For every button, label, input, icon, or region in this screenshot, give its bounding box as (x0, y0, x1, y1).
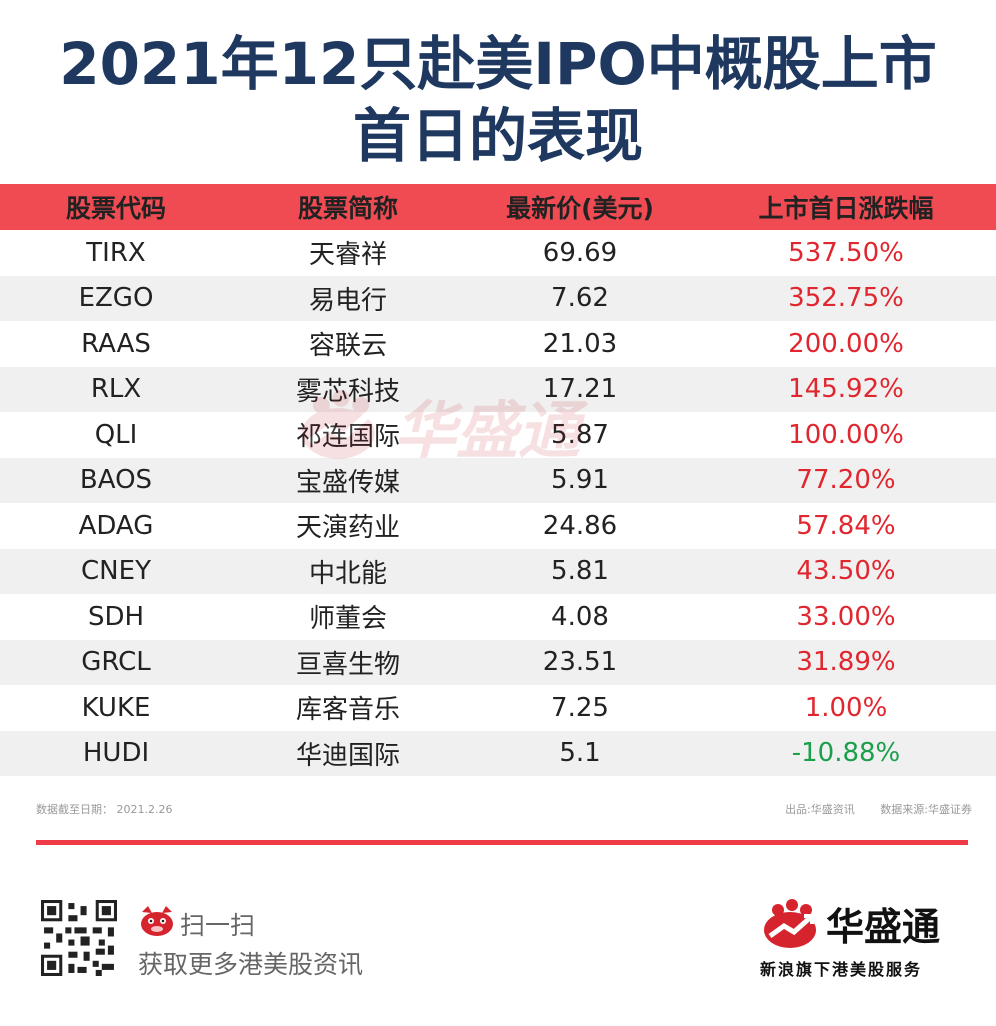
table-row: BAOS 宝盛传媒 5.91 77.20% (0, 457, 996, 503)
producer-note: 出品:华盛资讯 (785, 803, 855, 816)
cell-change: 77.20% (796, 465, 896, 496)
cell-price: 69.69 (542, 237, 618, 268)
cell-change: 1.00% (804, 692, 888, 723)
cell-price: 5.87 (551, 419, 609, 450)
cell-change: -10.88% (791, 738, 901, 769)
page-title: 2021年12只赴美IPO中概股上市 首日的表现 (0, 28, 996, 172)
cell-code: BAOS (79, 465, 153, 496)
cell-change: 31.89% (796, 647, 896, 678)
title-line-1: 2021年12只赴美IPO中概股上市 (59, 30, 937, 98)
cell-change: 145.92% (788, 374, 904, 405)
header-code: 股票代码 (65, 194, 166, 223)
cell-code: CNEY (81, 556, 151, 587)
cell-code: RAAS (81, 328, 151, 359)
cell-change: 57.84% (796, 510, 896, 541)
cell-name: 天睿祥 (308, 240, 387, 271)
cell-price: 5.81 (551, 556, 609, 587)
data-date-note: 数据截至日期： 2021.2.26 (36, 803, 173, 816)
cell-name: 祁连国际 (295, 422, 400, 453)
table-row: SDH 师董会 4.08 33.00% (0, 594, 996, 640)
table-row: QLI 祁连国际 5.87 100.00% (0, 412, 996, 458)
cell-price: 21.03 (542, 328, 618, 359)
cell-name: 华迪国际 (295, 740, 400, 771)
brand-name: 华盛通 (826, 905, 941, 949)
cell-change: 100.00% (788, 419, 904, 450)
cell-name: 亘喜生物 (295, 649, 400, 680)
qr-code-icon[interactable] (41, 900, 117, 976)
divider-line (36, 840, 968, 845)
table-row: CNEY 中北能 5.81 43.50% (0, 548, 996, 594)
cell-name: 雾芯科技 (295, 376, 400, 407)
header-change: 上市首日涨跌幅 (758, 194, 934, 223)
brand-slogan: 新浪旗下港美股服务 (760, 960, 923, 979)
cell-name: 库客音乐 (295, 695, 400, 726)
cell-name: 师董会 (308, 604, 387, 635)
cell-code: KUKE (81, 692, 151, 723)
table-row: RLX 雾芯科技 17.21 145.92% (0, 366, 996, 412)
cell-code: TIRX (86, 237, 146, 268)
mascot-icon (141, 906, 173, 936)
scan-subtitle: 获取更多港美股资讯 (138, 950, 364, 979)
cell-price: 23.51 (542, 647, 618, 678)
cell-change: 200.00% (788, 328, 904, 359)
table-row: KUKE 库客音乐 7.25 1.00% (0, 685, 996, 731)
table-body: TIRX 天睿祥 69.69 537.50% EZGO 易电行 7.62 352.75% RAA… (0, 230, 996, 776)
cell-change: 537.50% (788, 237, 904, 268)
cell-price: 24.86 (542, 510, 618, 541)
cell-name: 易电行 (308, 285, 387, 316)
table-row: GRCL 亘喜生物 23.51 31.89% (0, 639, 996, 685)
cell-code: GRCL (81, 647, 151, 678)
cell-price: 5.1 (559, 738, 601, 769)
scan-label: 扫一扫 (180, 911, 256, 940)
cell-code: ADAG (78, 510, 154, 541)
table-row: ADAG 天演药业 24.86 57.84% (0, 503, 996, 549)
header-price: 最新价(美元) (506, 194, 654, 223)
cell-name: 中北能 (308, 558, 387, 589)
cell-code: SDH (87, 601, 145, 632)
cell-code: RLX (90, 374, 142, 405)
header-name: 股票简称 (297, 194, 398, 223)
cell-price: 17.21 (542, 374, 618, 405)
cell-change: 33.00% (796, 601, 896, 632)
huasheng-logo-icon (764, 899, 816, 948)
cell-code: HUDI (82, 738, 150, 769)
cell-name: 容联云 (308, 331, 387, 362)
title-line-2: 首日的表现 (352, 102, 643, 170)
cell-name: 宝盛传媒 (295, 467, 400, 498)
cell-price: 7.62 (551, 283, 609, 314)
cell-price: 5.91 (551, 465, 609, 496)
data-source-note: 数据来源:华盛证券 (880, 803, 972, 816)
cell-change: 352.75% (788, 283, 904, 314)
cell-price: 7.25 (551, 692, 609, 723)
ipo-table: 股票代码 股票简称 最新价(美元) 上市首日涨跌幅 TIRX 天睿祥 69.69 53… (0, 184, 996, 776)
cell-price: 4.08 (551, 601, 609, 632)
cell-change: 43.50% (796, 556, 896, 587)
cell-code: QLI (94, 419, 138, 450)
cell-code: EZGO (78, 283, 154, 314)
cell-name: 天演药业 (295, 513, 400, 544)
table-header-row: 股票代码 股票简称 最新价(美元) 上市首日涨跌幅 (0, 184, 996, 230)
source-notes: 出品:华盛资讯 数据来源:华盛证券 (763, 801, 972, 817)
table-row: RAAS 容联云 21.03 200.00% (0, 321, 996, 367)
table-row: EZGO 易电行 7.62 352.75% (0, 275, 996, 321)
table-row: HUDI 华迪国际 5.1 -10.88% (0, 730, 996, 776)
table-row: TIRX 天睿祥 69.69 537.50% (0, 230, 996, 276)
